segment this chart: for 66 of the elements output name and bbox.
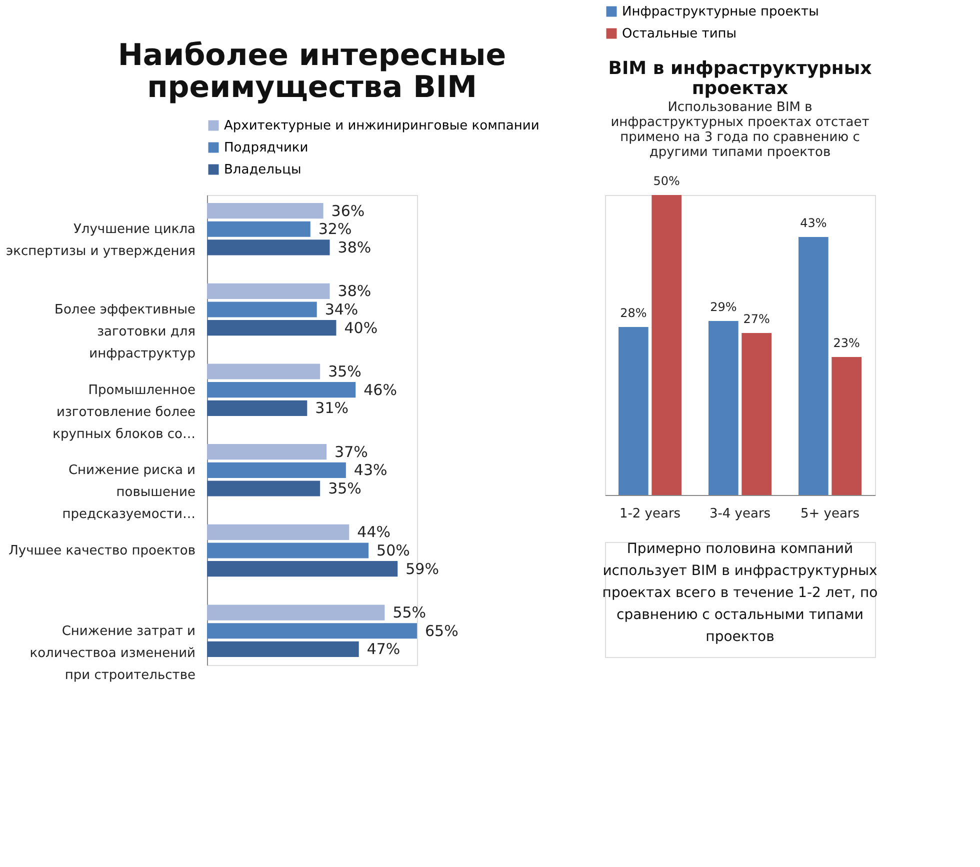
bar [832,357,862,495]
x-tick-label: 5+ years [800,506,860,522]
data-label: 40% [344,318,378,337]
bar [618,327,648,495]
bar [742,333,772,495]
data-label: 35% [328,362,362,381]
data-label: 32% [318,220,352,238]
y-tick-label: Улучшение цикла экспертизы и утверждения [6,222,196,260]
y-tick-label: Промышленное изготовление более крупных блоков со… [52,382,196,442]
data-label: 35% [328,479,362,498]
chart-title: BIM в инфраструктурных проектах [608,58,872,99]
data-label: 36% [331,202,365,220]
data-label: 38% [338,282,372,300]
legend-label: Инфраструктурные проекты [622,4,819,20]
bar [708,321,738,495]
bar [207,524,350,540]
chart-subtitle: Использование BIM в инфраструктурных проектах отстает примено на 3 года по сравнению с другими типами проектов [610,100,870,160]
data-label: 23% [833,336,860,350]
data-label: 50% [376,542,410,560]
legend-label: Владельцы [224,162,302,178]
data-label: 34% [324,300,358,318]
bar [207,364,320,380]
bar [207,221,310,237]
x-tick-label: 1-2 years [619,506,681,522]
bar [652,195,682,495]
bar [207,604,385,620]
legend-label: Подрядчики [224,140,308,156]
bar [207,400,308,416]
bar [207,542,369,558]
data-label: 37% [334,442,368,461]
data-label: 47% [366,640,400,658]
bar [207,623,417,639]
legend-label: Архитектурные и инжиниринговые компании [224,118,540,134]
text: Примерно половина компаний использует BIM в инфраструктурных проектах всего в течение 1-2 лет, по сравнению с остальными типами проектов [602,541,878,645]
y-tick-label: Снижение затрат и количествоа изменений при строительстве [30,624,196,683]
bar [207,561,398,577]
data-label: 50% [653,174,680,188]
data-label: 46% [364,380,397,399]
bar [207,320,336,336]
bar [207,283,330,299]
bar [207,641,359,657]
data-label: 43% [354,461,388,480]
bar [207,382,356,398]
y-tick-label: Более эффективные заготовки для инфраструктур [54,302,196,362]
legend-label: Остальные типы [622,26,737,42]
data-label: 27% [743,312,770,326]
data-label: 29% [710,300,737,314]
data-label: 59% [406,560,439,578]
bar [207,462,346,478]
y-tick-label: Снижение риска и повышение предсказуемости… [62,463,196,522]
data-label: 28% [620,306,647,320]
bar [798,237,828,495]
bar [207,444,327,460]
data-label: 65% [425,622,458,640]
data-label: 44% [357,523,390,542]
data-label: 55% [392,604,426,622]
data-label: 43% [800,216,827,230]
bar [207,480,320,496]
bar [207,302,317,318]
x-tick-label: 3-4 years [709,506,771,522]
data-label: 38% [338,238,372,256]
bar [207,203,324,219]
y-tick-label: Лучшее качество проектов [8,544,196,559]
bar [207,240,330,256]
data-label: 31% [315,399,348,418]
chart-title: Наиболее интересные преимущества BIM [118,38,506,105]
